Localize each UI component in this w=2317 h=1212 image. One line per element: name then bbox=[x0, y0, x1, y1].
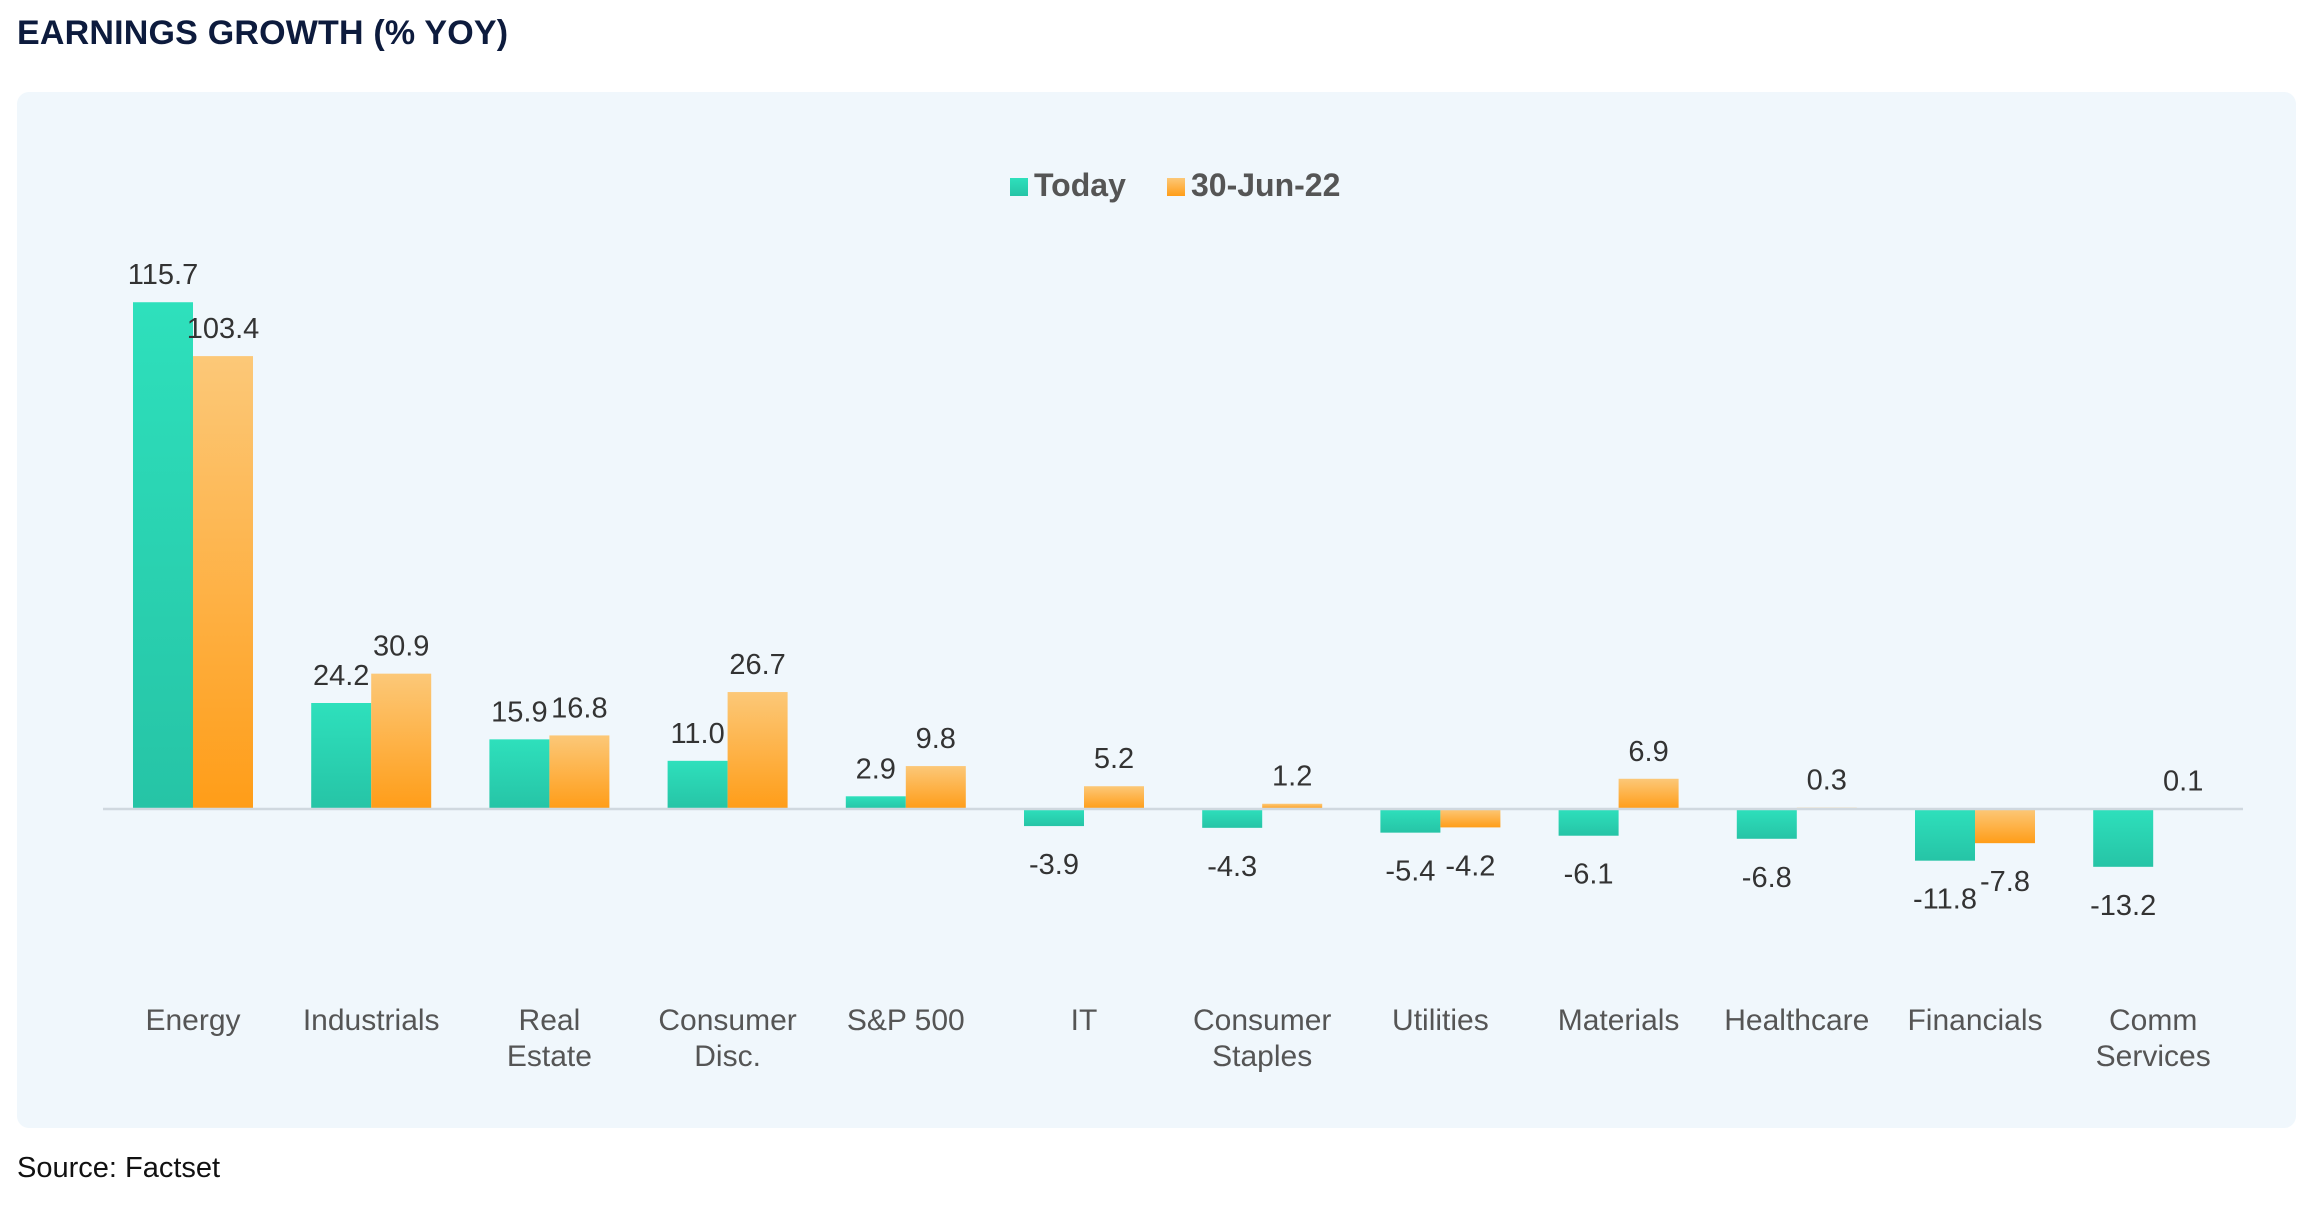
value-label-prior-healthcare: 0.3 bbox=[1807, 765, 1847, 797]
bar-today-materials bbox=[1558, 809, 1619, 836]
source-note: Source: Factset bbox=[17, 1152, 221, 1184]
value-labels-group: 115.7 103.4 24.230.9 15.9 16.8 11.0 26.7 2.9 9.8… bbox=[128, 259, 2204, 922]
value-label-today-real-estate: 15.9 bbox=[491, 696, 547, 728]
value-label-prior-comm-services: 0.1 bbox=[2163, 766, 2203, 798]
value-label-prior-consumer-staples: 1.2 bbox=[1272, 761, 1312, 793]
category-label-utilities: Utilities bbox=[1392, 1004, 1489, 1037]
value-label-today-consumer-disc: 11.0 bbox=[670, 718, 724, 750]
value-label-prior-real-estate: 16.8 bbox=[551, 692, 607, 724]
bar-prior-consumer-staples bbox=[1262, 803, 1323, 809]
value-label-today-industrials: 24.2 bbox=[313, 660, 369, 692]
bars-group bbox=[133, 302, 2214, 867]
value-label-today-it: -3.9 bbox=[1029, 849, 1079, 881]
bar-today-industrials bbox=[311, 703, 372, 809]
value-label-today-consumer-staples: -4.3 bbox=[1207, 851, 1257, 883]
value-label-prior-financials: -7.8 bbox=[1980, 866, 2030, 898]
value-label-prior-industrials: 30.9 bbox=[373, 631, 429, 663]
bar-prior-industrials bbox=[371, 673, 432, 809]
bar-today-consumer-staples bbox=[1202, 809, 1263, 828]
value-label-today-financials: -11.8 bbox=[1913, 884, 1977, 916]
bar-prior-materials bbox=[1618, 778, 1679, 809]
bar-prior-financials bbox=[1975, 809, 2035, 844]
category-label-financials: Financials bbox=[1907, 1004, 2042, 1037]
bar-today-sandp-500 bbox=[845, 796, 906, 809]
chart-panel: Today 30-Jun-22 115.7 103.4 24.2 30.9 15.9 16.… bbox=[17, 92, 2296, 1128]
bar-today-utilities bbox=[1380, 809, 1441, 833]
bar-prior-sandp-500 bbox=[905, 766, 966, 809]
bar-today-real-estate bbox=[489, 739, 550, 809]
category-label-sandp-500: S&P 500 bbox=[847, 1004, 965, 1037]
bar-prior-utilities bbox=[1440, 809, 1501, 828]
value-label-today-materials: -6.1 bbox=[1564, 859, 1614, 891]
category-labels-group: Energy Industrials Real Estate Consumer Disc.… bbox=[145, 1004, 2210, 1073]
bar-today-it bbox=[1024, 809, 1084, 827]
legend-today: Today bbox=[1010, 167, 1126, 203]
value-label-today-healthcare: -6.8 bbox=[1742, 862, 1792, 894]
value-label-prior-utilities: -4.2 bbox=[1445, 850, 1495, 882]
value-label-today-sandp-500: 2.9 bbox=[856, 753, 896, 785]
legend-today-label: Today bbox=[1034, 167, 1126, 203]
category-label-consumer-disc: Consumer Disc. bbox=[658, 1004, 796, 1073]
category-label-healthcare: Healthcare bbox=[1724, 1004, 1869, 1037]
category-label-it: IT bbox=[1071, 1004, 1098, 1037]
legend-today-swatch bbox=[1010, 178, 1028, 196]
category-label-industrials: Industrials bbox=[303, 1004, 440, 1037]
category-label-comm-services: Comm Services bbox=[2096, 1004, 2211, 1073]
category-label-energy: Energy bbox=[145, 1004, 240, 1037]
bar-prior-it bbox=[1084, 786, 1144, 809]
value-label-prior-sandp-500: 9.8 bbox=[916, 723, 956, 755]
legend: Today 30-Jun-22 bbox=[1010, 167, 1340, 203]
bar-prior-real-estate bbox=[549, 735, 610, 809]
legend-prior-swatch bbox=[1167, 178, 1185, 196]
category-label-materials: Materials bbox=[1558, 1004, 1680, 1037]
bar-prior-consumer-disc bbox=[727, 692, 788, 809]
category-label-consumer-staples: Consumer Staples bbox=[1193, 1004, 1331, 1073]
bar-today-energy bbox=[133, 302, 193, 809]
value-label-today-energy: 115.7 bbox=[128, 259, 198, 291]
bar-prior-energy bbox=[193, 356, 253, 809]
bar-today-comm-services bbox=[2093, 809, 2154, 867]
legend-prior-label: 30-Jun-22 bbox=[1191, 167, 1340, 203]
bar-today-financials bbox=[1915, 809, 1975, 861]
page-title: EARNINGS GROWTH (% YOY) bbox=[17, 14, 509, 52]
value-label-prior-it: 5.2 bbox=[1094, 743, 1134, 775]
legend-prior: 30-Jun-22 bbox=[1167, 167, 1340, 203]
value-label-today-utilities: -5.4 bbox=[1385, 856, 1435, 888]
value-label-prior-materials: 6.9 bbox=[1628, 736, 1668, 768]
value-label-today-comm-services: -13.2 bbox=[2090, 890, 2156, 922]
category-label-real-estate: Real Estate bbox=[507, 1004, 592, 1073]
bar-today-consumer-disc bbox=[667, 760, 728, 809]
value-label-prior-consumer-disc: 26.7 bbox=[729, 649, 785, 681]
earnings-growth-chart: Today 30-Jun-22 115.7 103.4 24.230.9 15.9 16.… bbox=[103, 167, 2243, 1073]
value-label-prior-energy: 103.4 bbox=[187, 313, 260, 345]
bar-today-healthcare bbox=[1736, 809, 1797, 839]
